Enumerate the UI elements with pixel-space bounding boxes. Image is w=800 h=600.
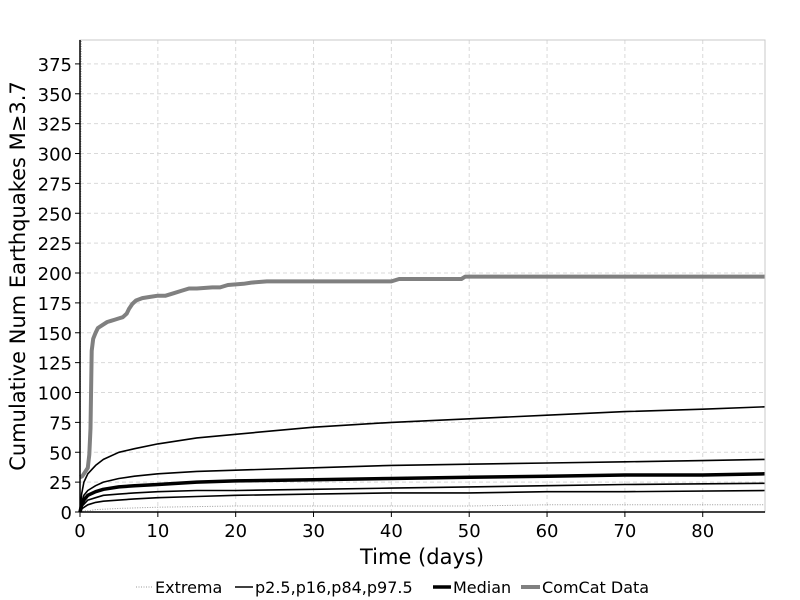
y-tick-label: 75 [49,413,72,434]
x-tick-label: 0 [74,521,85,542]
x-tick-label: 80 [691,521,714,542]
series-line-p2-5 [79,489,766,513]
series-line-p16 [79,482,766,513]
x-tick-label: 50 [458,521,481,542]
y-tick-label: 125 [38,354,72,375]
x-tick-label: 60 [536,521,559,542]
x-tick-label: 40 [380,521,403,542]
x-axis-ticks: 0 10 20 30 40 50 60 70 80 [74,512,714,542]
y-tick-label: 225 [38,234,72,255]
legend-label-median: Median [453,578,511,597]
series-line-p97-5 [79,406,766,513]
y-tick-label: 350 [38,85,72,106]
y-tick-label: 175 [38,294,72,315]
y-tick-label: 100 [38,384,72,405]
legend-label-extrema: Extrema [155,578,222,597]
y-tick-label: 275 [38,174,72,195]
x-tick-label: 70 [613,521,636,542]
series-line-p84 [79,458,766,513]
grid [80,40,765,512]
y-tick-label: 325 [38,115,72,136]
legend-label-comcat: ComCat Data [542,578,649,597]
x-tick-label: 20 [224,521,247,542]
y-tick-label: 0 [61,503,72,524]
y-tick-label: 25 [49,473,72,494]
legend-label-percentiles: p2.5,p16,p84,p97.5 [255,578,413,597]
legend: Extrema p2.5,p16,p84,p97.5 Median ComCat… [136,578,649,597]
y-axis-ticks: 0 25 50 75 100 125 150 175 200 225 250 275 300 325 350… [38,55,80,524]
y-tick-label: 150 [38,324,72,345]
y-tick-label: 50 [49,443,72,464]
x-axis-title: Time (days) [359,545,484,569]
series-line-extrema-high [79,39,82,513]
x-tick-label: 30 [302,521,325,542]
series-line-median [78,472,766,513]
y-tick-label: 250 [38,204,72,225]
y-tick-label: 200 [38,264,72,285]
series-group [78,39,766,513]
x-tick-label: 10 [146,521,169,542]
y-axis-title: Cumulative Num Earthquakes M≥3.7 [6,81,30,471]
y-tick-label: 300 [38,145,72,166]
series-line-comcat [79,274,765,480]
y-tick-label: 375 [38,55,72,76]
series-line-extrema-low [79,504,765,513]
